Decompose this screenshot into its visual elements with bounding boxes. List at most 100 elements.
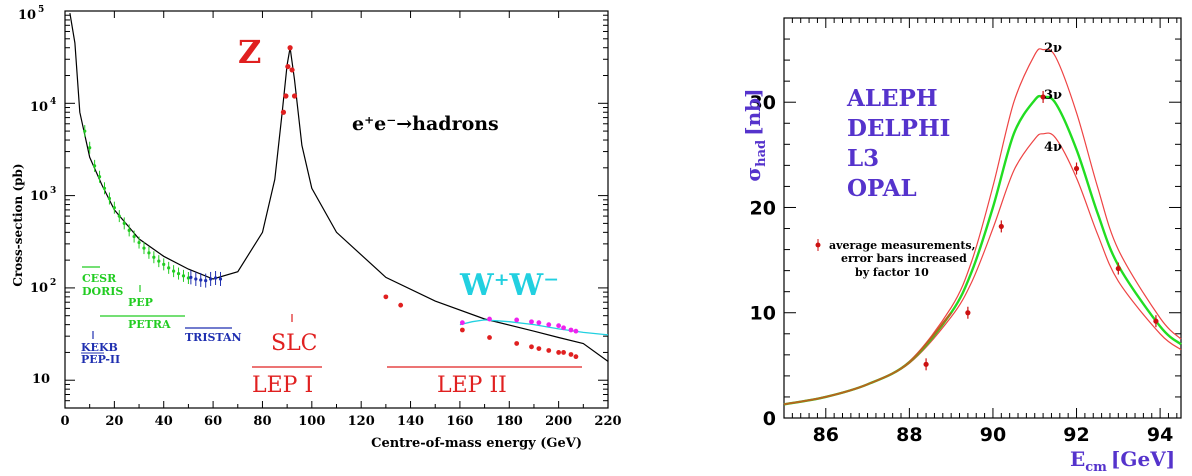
green-data-point	[186, 276, 191, 280]
left-y-tick-exp: 3	[50, 186, 56, 196]
curve-label-3nu: 3ν	[1044, 88, 1062, 103]
measurement-point	[998, 223, 1004, 230]
petra-label: PETRA	[128, 318, 171, 331]
x-tick-label: 200	[545, 414, 572, 429]
z-label: Z	[238, 33, 261, 71]
slc-label: SLC	[271, 331, 318, 356]
x-tick-label: 100	[298, 414, 325, 429]
green-data-point	[88, 146, 92, 150]
left-y-tick-exp: 4	[50, 97, 56, 107]
legend-text: average measurements,	[829, 239, 975, 252]
lep2-data-point	[568, 352, 574, 357]
ww-data-point	[459, 320, 465, 326]
right-x-axis-label-sub: cm	[1085, 460, 1107, 475]
right-y-axis-label-unit: [nb]	[741, 88, 765, 135]
green-data-point	[102, 186, 107, 190]
y-tick-label: 0	[763, 408, 776, 430]
green-data-point	[152, 255, 156, 259]
y-tick-label: 30	[750, 92, 776, 114]
green-data-point	[157, 259, 161, 263]
green-data-point	[97, 175, 102, 179]
hadron-cross-section-curve	[69, 13, 609, 362]
blue-data-point	[213, 276, 218, 280]
ww-data-point	[536, 320, 542, 326]
lep1-data-point	[280, 109, 287, 115]
y-tick-label: 20	[750, 197, 776, 219]
left-y-axis	[65, 10, 608, 409]
x-tick-label: 0	[60, 414, 69, 429]
ww-data-point	[514, 317, 520, 323]
x-tick-label: 160	[446, 414, 473, 429]
lep2-data-point	[383, 294, 389, 300]
left-x-axis: 0 20 40 60 80 100 120 140 160 180 200 220	[60, 11, 622, 429]
lep1-data-point	[291, 93, 298, 99]
x-tick-label: 86	[813, 424, 839, 446]
x-tick-label: 180	[496, 414, 523, 429]
x-tick-label: 140	[397, 414, 424, 429]
green-data-point	[142, 246, 146, 250]
left-y-tick-label: 10	[30, 281, 48, 296]
green-data-point	[181, 274, 186, 278]
lep2-data-point	[529, 344, 534, 350]
green-data-point	[162, 262, 166, 266]
ww-data-point	[573, 328, 579, 334]
experiment-label: DELPHI	[847, 115, 950, 142]
green-data-point	[176, 271, 181, 276]
right-x-axis-label-unit: [GeV]	[1111, 447, 1175, 471]
green-data-point	[83, 129, 87, 133]
left-x-axis-label: Centre-of-mass energy (GeV)	[371, 436, 582, 451]
cesr-label: CESR	[82, 272, 117, 285]
x-tick-label: 60	[204, 414, 222, 429]
green-data-point	[172, 269, 176, 273]
lep1-data-point	[287, 45, 293, 51]
left-y-tick-label: 10	[18, 8, 36, 23]
curve-label-4nu: 4ν	[1044, 140, 1062, 155]
lep2-data-point	[573, 354, 579, 360]
blue-data-point	[204, 279, 208, 283]
right-y-axis-label-sub: had	[754, 140, 769, 167]
right-x-axis: 86 88 90 92 94	[783, 18, 1178, 446]
left-y-tick-exp: 5	[38, 5, 44, 15]
green-data-point	[132, 234, 136, 239]
process-label: e⁺e⁻→hadrons	[352, 113, 499, 135]
left-chart: 0 20 40 60 80 100 120 140 160 180 200 220 10 5 10 4…	[11, 5, 622, 451]
right-chart: 86 88 90 92 94 0 10 20 30 σhad [nb] Ecm [GeV] ALE…	[741, 17, 1182, 475]
experiment-label: ALEPH	[846, 85, 938, 112]
tristan-label: TRISTAN	[185, 331, 242, 344]
measurement-point	[1073, 165, 1080, 172]
ww-data-point	[546, 322, 552, 328]
lep2-data-point	[514, 341, 520, 346]
lep1-data-point	[289, 67, 295, 73]
x-tick-label: 120	[348, 414, 375, 429]
left-y-tick-label: 10	[30, 100, 48, 115]
blue-data-point	[218, 277, 223, 281]
legend-text: error bars increased	[841, 252, 967, 265]
left-y-tick-label: 10	[32, 372, 50, 387]
right-legend: average measurements, error bars increas…	[815, 239, 975, 279]
measurement-point	[923, 361, 929, 367]
measurement-point	[1115, 265, 1121, 272]
left-y-axis-label: Cross-section (pb)	[11, 163, 25, 286]
blue-data-point	[209, 277, 213, 281]
left-y-tick-exp: 2	[50, 278, 56, 288]
x-tick-label: 40	[155, 414, 173, 429]
green-data-point	[93, 164, 97, 168]
measurement-point	[965, 310, 971, 316]
green-data-point	[147, 251, 151, 255]
green-data-point	[112, 206, 116, 210]
lep2-data-point	[556, 350, 562, 355]
green-data-point	[117, 214, 121, 218]
right-y-axis: 0 10 20 30	[750, 17, 1181, 430]
x-tick-label: 88	[896, 424, 922, 446]
lep2-data-point	[459, 327, 465, 333]
right-plot-frame	[783, 17, 1182, 419]
x-tick-label: 20	[105, 414, 123, 429]
x-tick-label: 220	[594, 414, 621, 429]
curve-low-energy-overlap	[783, 312, 952, 406]
y-tick-label: 10	[750, 303, 776, 325]
lep1-data-point	[285, 63, 291, 70]
lep2-data-point	[546, 348, 552, 353]
blue-data-point	[189, 275, 193, 279]
ww-label: W⁺W⁻	[459, 268, 559, 303]
ww-data-point	[529, 319, 534, 325]
